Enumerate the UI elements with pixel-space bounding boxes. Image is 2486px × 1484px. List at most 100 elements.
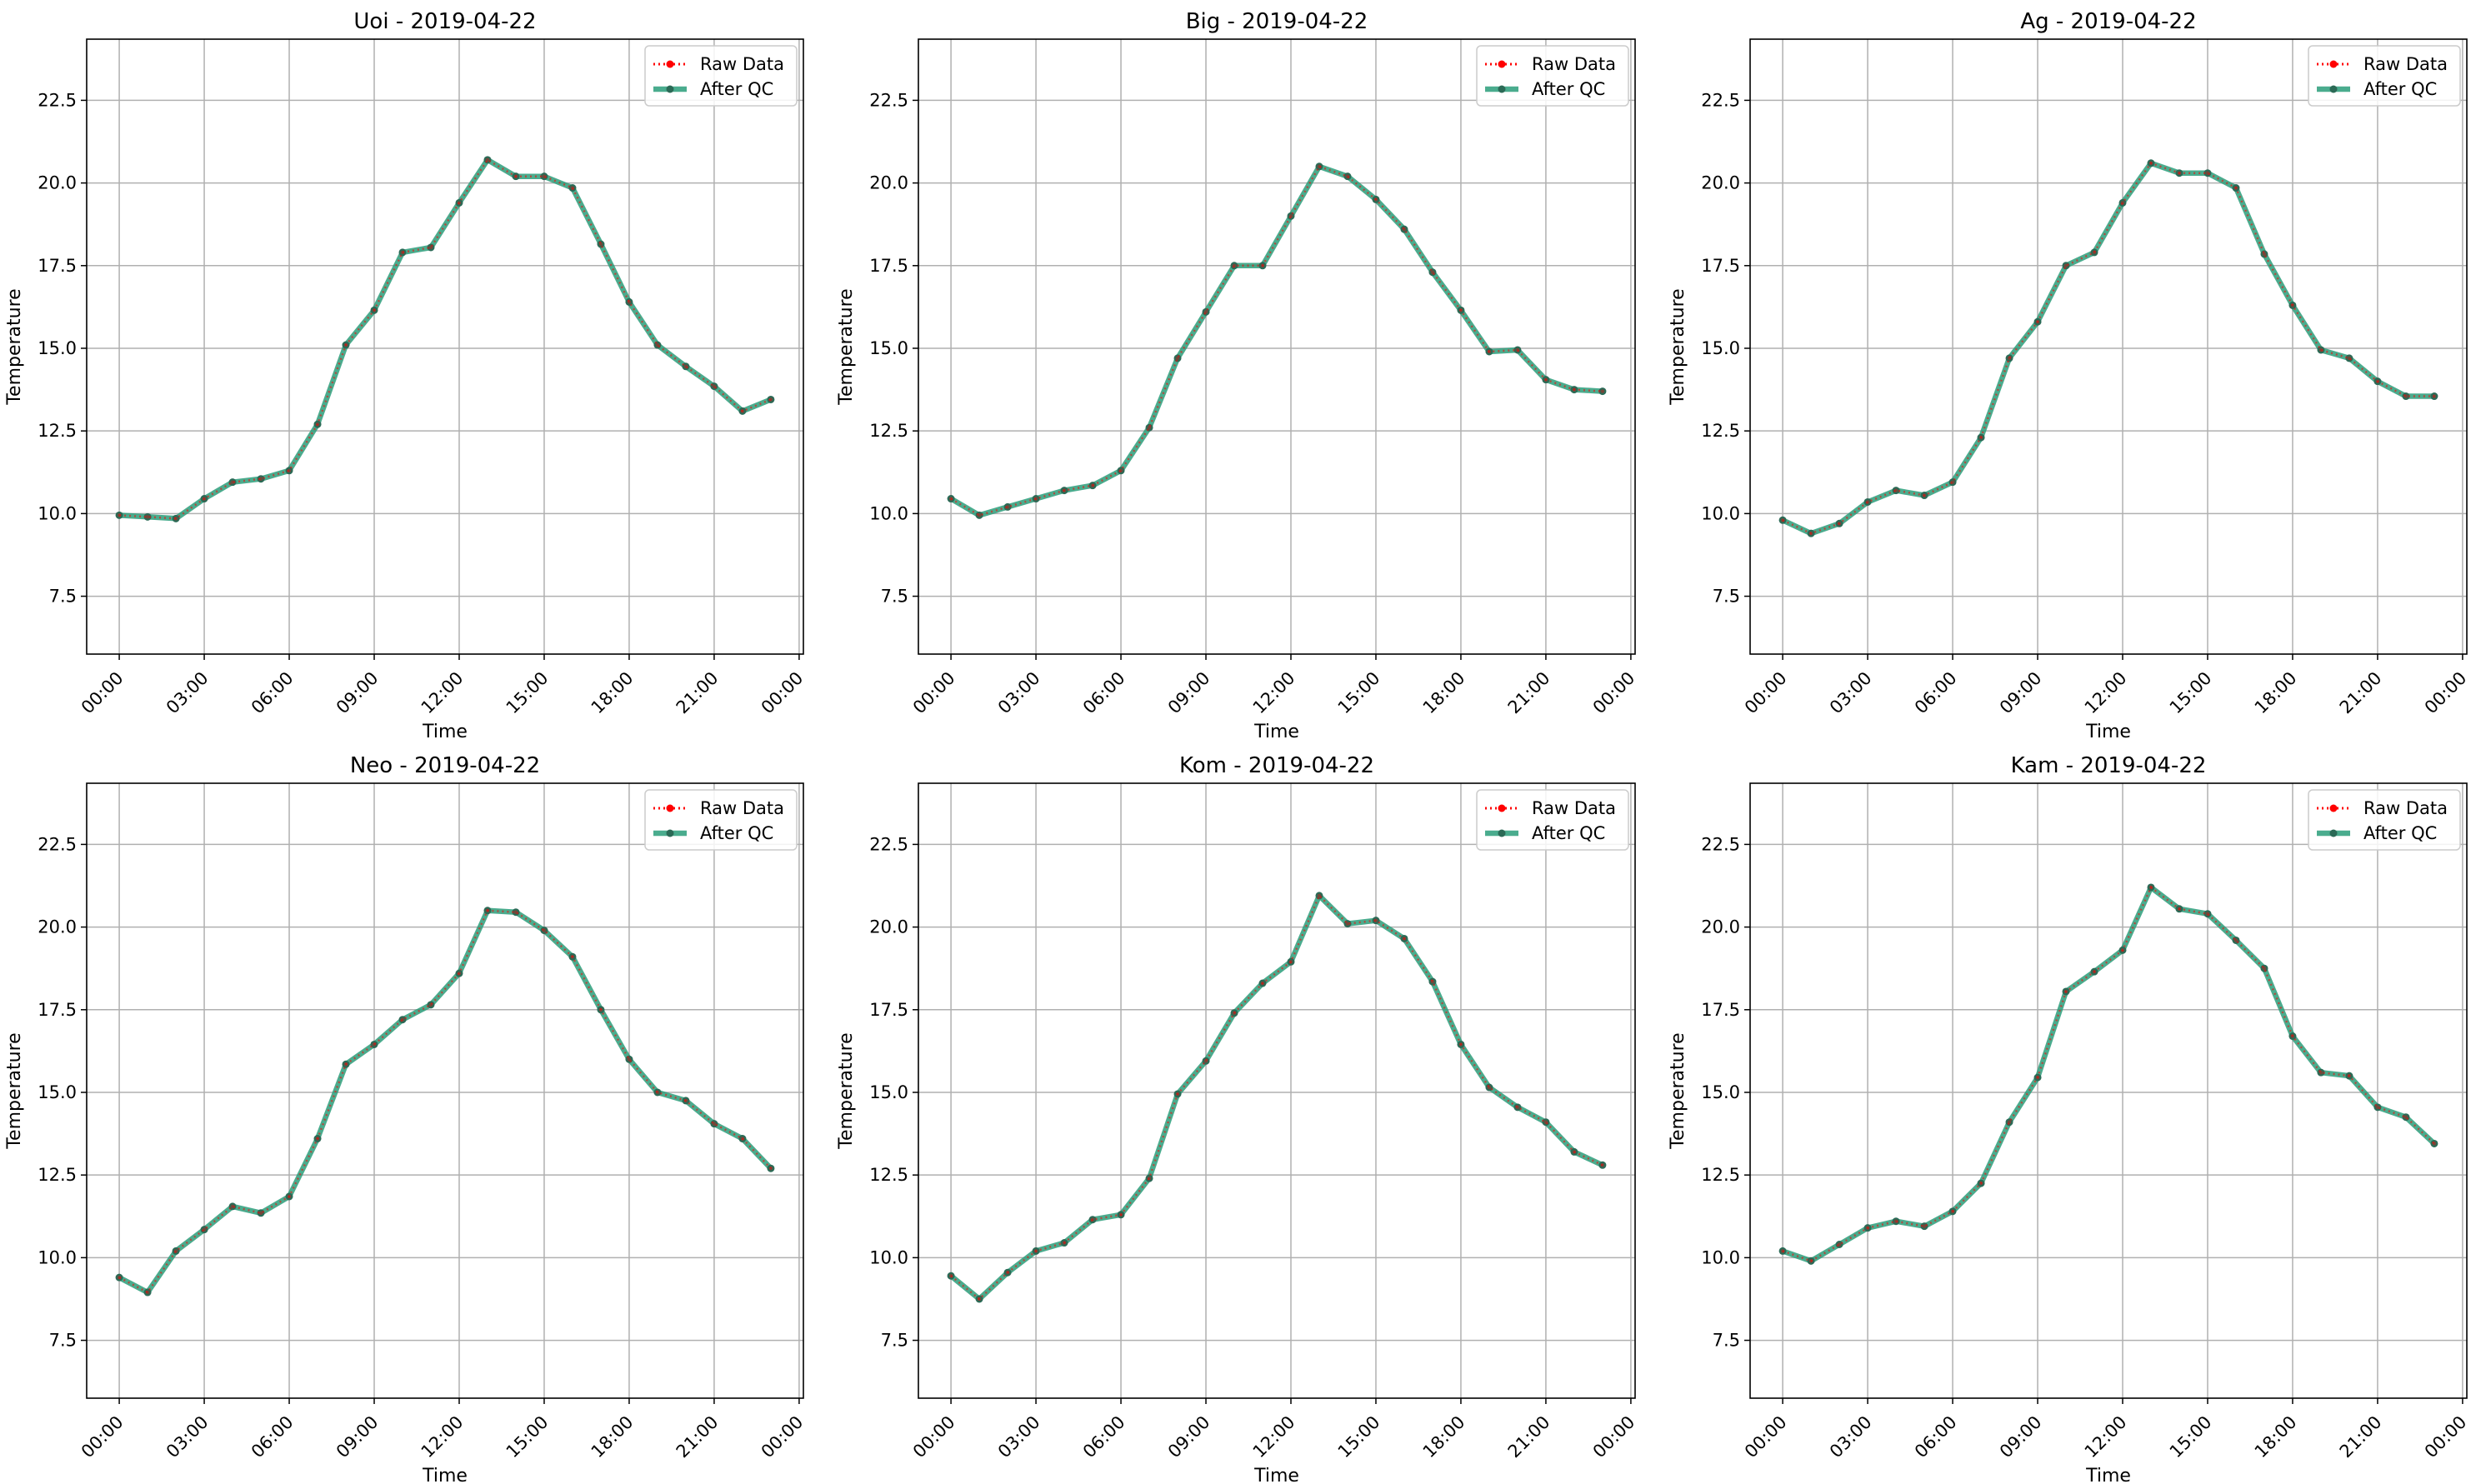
raw-data-point [1260,981,1265,986]
raw-data-point [2375,1105,2380,1110]
axes-frame [1749,782,2468,1399]
raw-data-point [457,971,462,976]
after-qc-point [115,1273,123,1282]
y-tick-label: 20.0 [1701,173,1740,193]
raw-data-point [1232,1011,1237,1015]
after-qc-point [427,1001,435,1009]
raw-data-point [1430,270,1435,274]
raw-data-point [768,397,773,402]
raw-data-point [740,1137,745,1141]
raw-data-point [2177,907,2182,911]
axes-frame [86,38,804,655]
raw-data-point [2233,938,2238,942]
y-tick-label: 15.0 [38,1082,77,1102]
raw-data-point [1865,1226,1870,1230]
after-qc-point [172,1247,180,1255]
raw-data-point [2035,320,2040,324]
y-tick-label: 22.5 [869,834,908,854]
raw-data-point [1288,214,1293,218]
raw-data-point [2063,989,2068,994]
after-qc-point [767,1164,775,1172]
series-raw-data-line [118,909,772,1294]
legend-label: Raw Data [700,54,784,74]
after-qc-point [2430,1139,2438,1147]
y-tick-label: 17.5 [1701,1000,1740,1020]
after-qc-point [1428,977,1437,986]
after-qc-point [1892,487,1900,495]
raw-data-point [1487,349,1492,354]
y-tick-label: 7.5 [1713,1331,1740,1351]
raw-data-point [2347,356,2352,361]
raw-data-point [948,1273,953,1278]
raw-data-point [2262,966,2267,971]
y-tick-label: 7.5 [49,1331,77,1351]
raw-data-point [2347,1073,2352,1078]
after-qc-point [1892,1217,1900,1226]
legend-qc-marker [666,85,674,93]
chart-title: Ag - 2019-04-22 [2020,9,2196,34]
raw-data-point [1118,468,1123,472]
raw-data-point [230,1204,235,1209]
raw-data-point [1865,500,1870,504]
raw-data-point [1317,893,1322,898]
raw-data-point [1260,263,1265,267]
legend-qc-marker [1498,85,1506,93]
raw-data-point [1402,937,1407,941]
after-qc-point [115,511,123,519]
y-tick-label: 17.5 [38,256,77,276]
raw-data-point [2120,201,2125,205]
after-qc-point [568,184,577,192]
after-qc-point [1343,172,1352,181]
series-after-qc-line [1781,160,2434,537]
legend: Raw Data After QC [2308,789,2461,851]
raw-data-point [2177,171,2182,175]
raw-data-point [343,342,348,347]
after-qc-point [2005,354,2013,362]
after-qc-point [1287,957,1295,966]
raw-data-point [287,468,292,472]
raw-data-point [287,1194,292,1199]
raw-data-point [2092,969,2097,974]
y-tick-label: 22.5 [38,90,77,110]
raw-data-point [230,480,235,484]
after-qc-point [2203,910,2212,918]
after-qc-point [143,1288,152,1297]
raw-data-point [1515,1105,1520,1110]
series-raw-data-line [119,158,772,520]
y-tick-label: 20.0 [38,917,77,937]
y-tick-label: 15.0 [1701,1082,1740,1102]
raw-data-point [2148,161,2153,165]
raw-data-point [1600,389,1605,393]
raw-data-point [372,1042,377,1047]
y-tick-label: 12.5 [1701,421,1740,441]
legend: Raw Data After QC [644,45,798,107]
y-tick-label: 10.0 [38,1247,77,1267]
raw-data-point [542,174,547,178]
after-qc-point [1598,387,1607,396]
raw-data-point [570,955,575,959]
after-qc-point [2118,198,2127,207]
after-qc-point [398,1016,407,1024]
after-qc-point [2090,248,2098,257]
raw-data-point [2432,1142,2437,1146]
y-tick-label: 17.5 [1701,256,1740,276]
y-tick-label: 22.5 [38,834,77,854]
legend-raw-marker [666,804,674,812]
raw-data-point [2375,379,2380,383]
raw-data-point [627,1057,632,1062]
after-qc-point [1778,516,1787,524]
raw-data-point [1780,518,1785,522]
raw-data-point [1203,310,1208,314]
raw-data-point [712,384,717,388]
after-qc-point [143,512,152,521]
raw-data-point [513,174,518,178]
raw-data-point [1288,960,1293,964]
raw-data-point [2092,250,2097,255]
raw-data-point [2063,263,2068,267]
raw-data-point [1203,1059,1208,1063]
raw-data-point [2432,394,2437,398]
y-tick-label: 22.5 [869,90,908,110]
raw-data-point [173,517,178,521]
y-tick-label: 15.0 [869,338,908,358]
raw-data-point [1033,497,1038,501]
